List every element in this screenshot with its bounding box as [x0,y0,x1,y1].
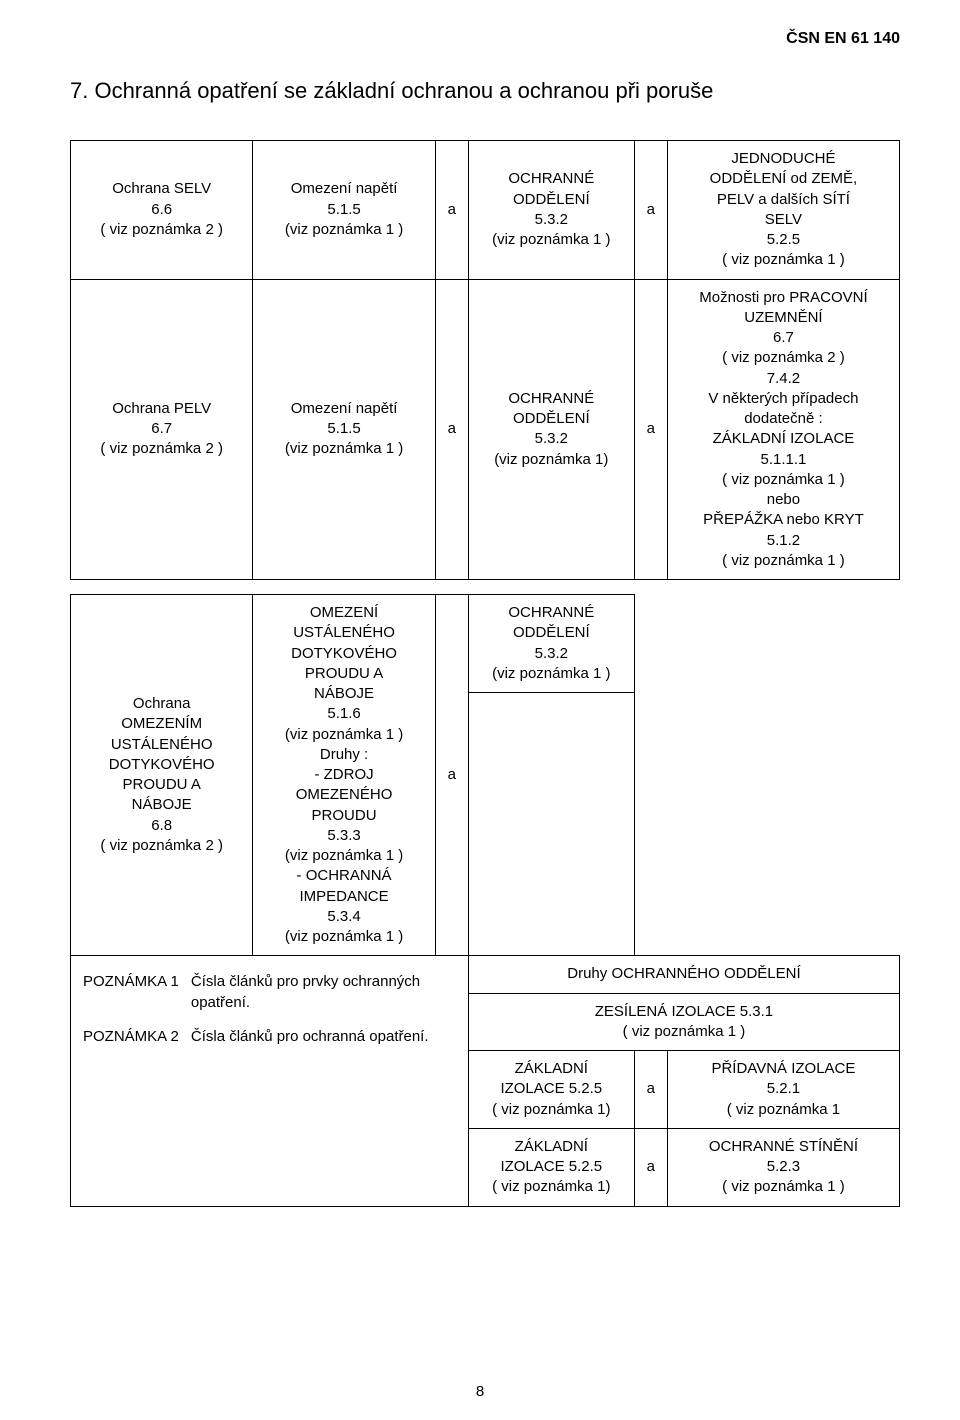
standard-reference: ČSN EN 61 140 [70,30,900,48]
cell-additional-insulation: PŘÍDAVNÁ IZOLACE5.2.1( viz poznámka 1 [667,1051,899,1129]
section-heading: 7. Ochranná opatření se základní ochrano… [70,78,900,104]
note-2-label: POZNÁMKA 2 [83,1027,191,1047]
cell-limited-touch-current: OchranaOMEZENÍMUSTÁLENÉHODOTYKOVÉHOPROUD… [71,595,253,956]
note-2: POZNÁMKA 2 Čísla článků pro ochranná opa… [83,1027,456,1047]
cell-conj: a [634,141,667,280]
cell-conj: a [435,595,468,956]
cell-simple-separation: JEDNODUCHÉODDĚLENÍ od ZEMĚ,PELV a dalšíc… [667,141,899,280]
table-row: POZNÁMKA 1 Čísla článků pro prvky ochran… [71,956,900,993]
page-number: 8 [0,1383,960,1400]
cell-working-earth: Možnosti pro PRACOVNÍUZEMNĚNÍ6.7( viz po… [667,279,899,580]
cell-conj: a [634,1051,667,1129]
cell-conj: a [634,1128,667,1206]
cell-protective-separation: OCHRANNÉODDĚLENÍ5.3.2(viz poznámka 1 ) [468,595,634,693]
table-row: Ochrana PELV6.7( viz poznámka 2 ) Omezen… [71,279,900,580]
cell-voltage-limit: Omezení napětí5.1.5(viz poznámka 1 ) [253,141,435,280]
cell-voltage-limit: Omezení napětí5.1.5(viz poznámka 1 ) [253,279,435,580]
cell-reinforced-insulation: ZESÍLENÁ IZOLACE 5.3.1( viz poznámka 1 ) [468,993,899,1051]
cell-types-heading: Druhy OCHRANNÉHO ODDĚLENÍ [468,956,899,993]
cell-conj: a [435,279,468,580]
table-row: Ochrana SELV6.6( viz poznámka 2 ) Omezen… [71,141,900,280]
note-1-label: POZNÁMKA 1 [83,972,191,1013]
cell-conj: a [435,141,468,280]
cell-conj: a [634,279,667,580]
notes-block: POZNÁMKA 1 Čísla článků pro prvky ochran… [77,964,462,1069]
cell-protective-separation: OCHRANNÉODDĚLENÍ5.3.2(viz poznámka 1 ) [468,141,634,280]
cell-basic-insulation: ZÁKLADNÍIZOLACE 5.2.5( viz poznámka 1) [468,1128,634,1206]
cell-basic-insulation: ZÁKLADNÍIZOLACE 5.2.5( viz poznámka 1) [468,1051,634,1129]
cell-limitation-types: OMEZENÍUSTÁLENÉHODOTYKOVÉHOPROUDU ANÁBOJ… [253,595,435,956]
page: ČSN EN 61 140 7. Ochranná opatření se zá… [0,0,960,1420]
protection-table: Ochrana SELV6.6( viz poznámka 2 ) Omezen… [70,140,900,1207]
cell-pelv-protection: Ochrana PELV6.7( viz poznámka 2 ) [71,279,253,580]
note-1: POZNÁMKA 1 Čísla článků pro prvky ochran… [83,972,456,1013]
cell-protective-separation: OCHRANNÉODDĚLENÍ5.3.2(viz poznámka 1) [468,279,634,580]
spacer-row [71,580,900,595]
cell-protective-shielding: OCHRANNÉ STÍNĚNÍ5.2.3( viz poznámka 1 ) [667,1128,899,1206]
note-2-text: Čísla článků pro ochranná opatření. [191,1027,429,1047]
table-row: OchranaOMEZENÍMUSTÁLENÉHODOTYKOVÉHOPROUD… [71,595,900,693]
cell-selv-protection: Ochrana SELV6.6( viz poznámka 2 ) [71,141,253,280]
note-1-text: Čísla článků pro prvky ochranných opatře… [191,972,456,1013]
